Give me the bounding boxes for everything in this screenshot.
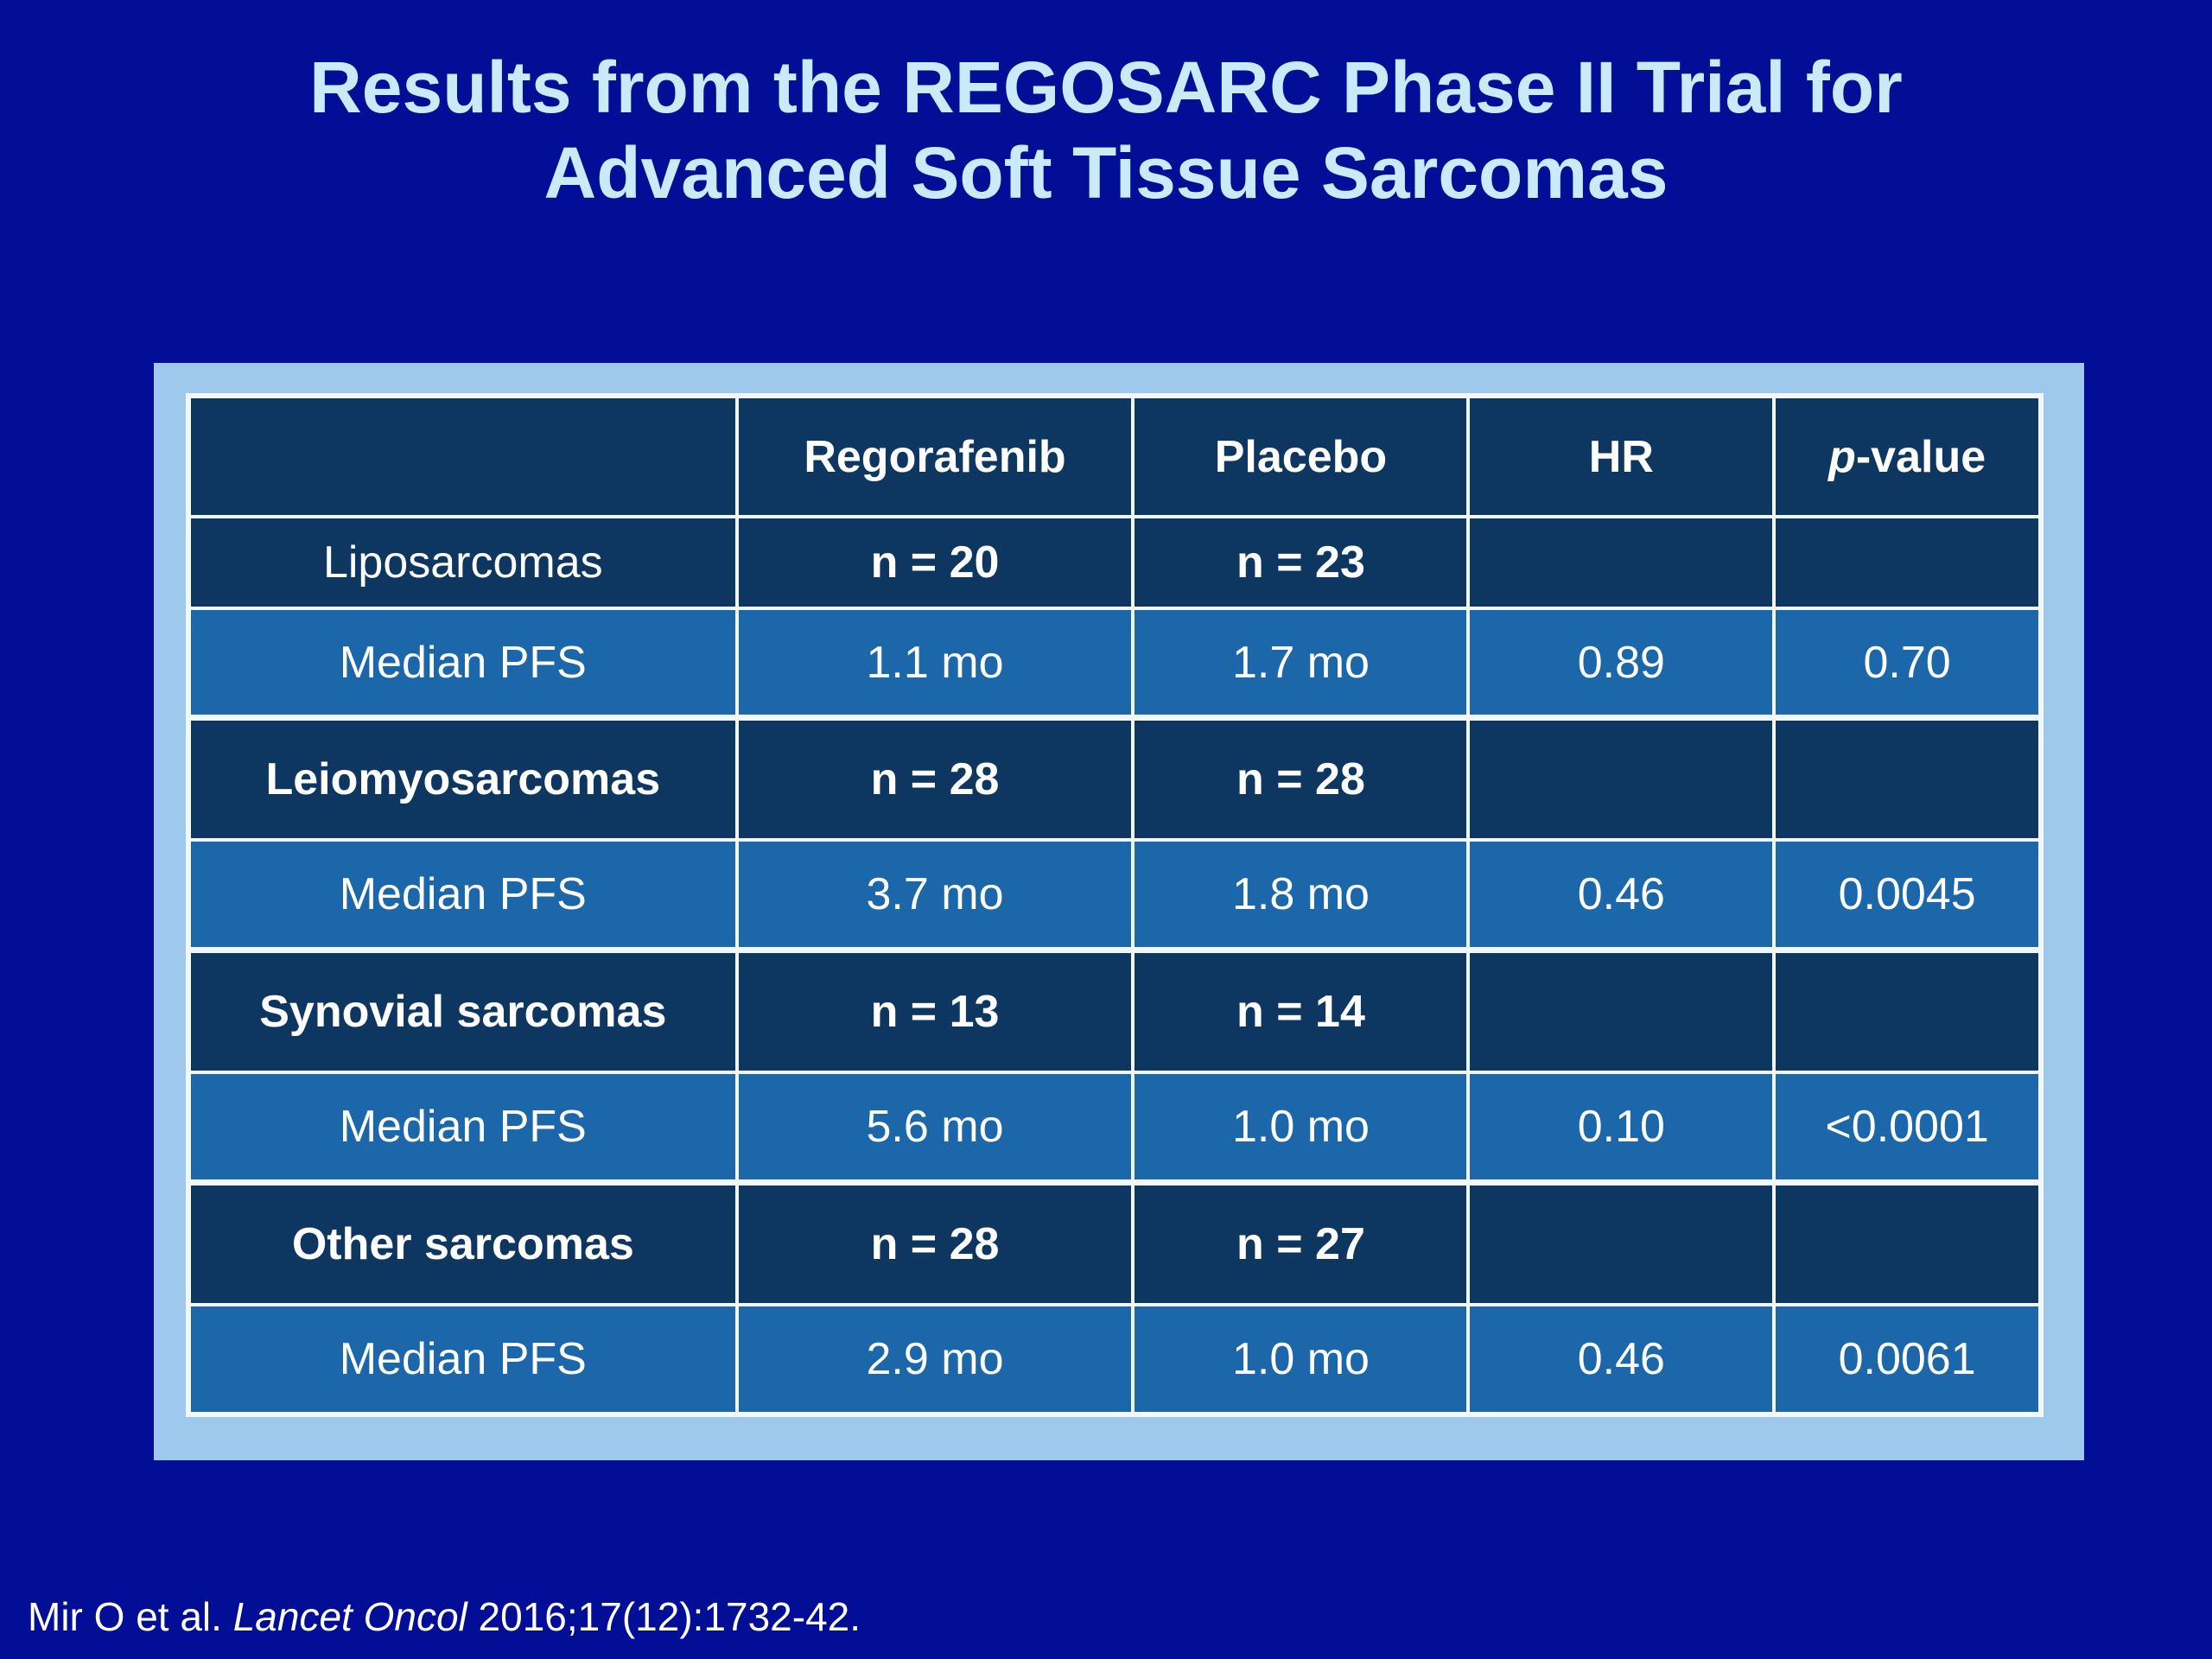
header-hr: HR xyxy=(1466,393,1777,519)
cell-placebo-n: n = 14 xyxy=(1131,947,1471,1074)
results-table-frame: Regorafenib Placebo HR p-value Liposarco… xyxy=(154,363,2084,1460)
cell-placebo-value: 1.0 mo xyxy=(1131,1070,1471,1185)
cell-placebo-n: n = 27 xyxy=(1131,1179,1471,1306)
slide-title-line-2: Advanced Soft Tissue Sarcomas xyxy=(543,132,1669,214)
cell-placebo-value: 1.8 mo xyxy=(1131,838,1471,952)
cell-regorafenib-value: 2.9 mo xyxy=(734,1302,1135,1417)
cell-pvalue: 0.0061 xyxy=(1772,1302,2043,1417)
row-label: Median PFS xyxy=(187,1070,739,1185)
cell-hr: 0.46 xyxy=(1466,1302,1777,1417)
cell-regorafenib-n: n = 28 xyxy=(734,715,1135,842)
cell-pvalue xyxy=(1772,947,2043,1074)
cell-hr xyxy=(1466,715,1777,842)
row-label: Liposarcomas xyxy=(187,515,739,610)
cell-placebo-n: n = 28 xyxy=(1131,715,1471,842)
cell-regorafenib-n: n = 20 xyxy=(734,515,1135,610)
row-label: Median PFS xyxy=(187,838,739,952)
cell-pvalue xyxy=(1772,515,2043,610)
row-liposarcomas-median-pfs: Median PFS 1.1 mo 1.7 mo 0.89 0.70 xyxy=(187,606,2043,720)
row-other-median-pfs: Median PFS 2.9 mo 1.0 mo 0.46 0.0061 xyxy=(187,1302,2043,1417)
cell-regorafenib-value: 5.6 mo xyxy=(734,1070,1135,1185)
cell-pvalue: 0.0045 xyxy=(1772,838,2043,952)
cell-placebo-value: 1.0 mo xyxy=(1131,1302,1471,1417)
row-liposarcomas: Liposarcomas n = 20 n = 23 xyxy=(187,515,2043,610)
row-other-sarcomas: Other sarcomas n = 28 n = 27 xyxy=(187,1179,2043,1306)
slide-title: Results from the REGOSARC Phase II Trial… xyxy=(0,45,2212,216)
cell-regorafenib-value: 1.1 mo xyxy=(734,606,1135,720)
citation-journal: Lancet Oncol xyxy=(232,1594,467,1639)
citation-authors: Mir O et al. xyxy=(28,1594,233,1639)
slide-title-line-1: Results from the REGOSARC Phase II Trial… xyxy=(309,47,1903,128)
cell-hr: 0.10 xyxy=(1466,1070,1777,1185)
row-leiomyosarcomas: Leiomyosarcomas n = 28 n = 28 xyxy=(187,715,2043,842)
cell-hr xyxy=(1466,947,1777,1074)
cell-pvalue: 0.70 xyxy=(1772,606,2043,720)
cell-hr: 0.89 xyxy=(1466,606,1777,720)
header-placebo: Placebo xyxy=(1131,393,1471,519)
header-regorafenib: Regorafenib xyxy=(734,393,1135,519)
cell-regorafenib-n: n = 13 xyxy=(734,947,1135,1074)
header-pvalue: p-value xyxy=(1772,393,2043,519)
cell-placebo-value: 1.7 mo xyxy=(1131,606,1471,720)
results-table: Regorafenib Placebo HR p-value Liposarco… xyxy=(186,393,2044,1417)
row-label: Median PFS xyxy=(187,606,739,720)
row-label: Other sarcomas xyxy=(187,1179,739,1306)
cell-placebo-n: n = 23 xyxy=(1131,515,1471,610)
row-leiomyosarcomas-median-pfs: Median PFS 3.7 mo 1.8 mo 0.46 0.0045 xyxy=(187,838,2043,952)
cell-pvalue xyxy=(1772,1179,2043,1306)
row-label: Synovial sarcomas xyxy=(187,947,739,1074)
cell-regorafenib-n: n = 28 xyxy=(734,1179,1135,1306)
header-empty-cell xyxy=(187,393,739,519)
row-label: Leiomyosarcomas xyxy=(187,715,739,842)
cell-hr xyxy=(1466,515,1777,610)
table-header-row: Regorafenib Placebo HR p-value xyxy=(187,393,2043,519)
cell-regorafenib-value: 3.7 mo xyxy=(734,838,1135,952)
cell-pvalue: <0.0001 xyxy=(1772,1070,2043,1185)
row-synovial-median-pfs: Median PFS 5.6 mo 1.0 mo 0.10 <0.0001 xyxy=(187,1070,2043,1185)
cell-hr xyxy=(1466,1179,1777,1306)
row-synovial-sarcomas: Synovial sarcomas n = 13 n = 14 xyxy=(187,947,2043,1074)
header-pvalue-italic-p: p xyxy=(1828,431,1856,482)
cell-pvalue xyxy=(1772,715,2043,842)
cell-hr: 0.46 xyxy=(1466,838,1777,952)
citation-reference: 2016;17(12):1732-42. xyxy=(467,1594,861,1639)
citation: Mir O et al. Lancet Oncol 2016;17(12):17… xyxy=(28,1593,861,1640)
header-pvalue-rest: -value xyxy=(1855,431,1986,482)
row-label: Median PFS xyxy=(187,1302,739,1417)
